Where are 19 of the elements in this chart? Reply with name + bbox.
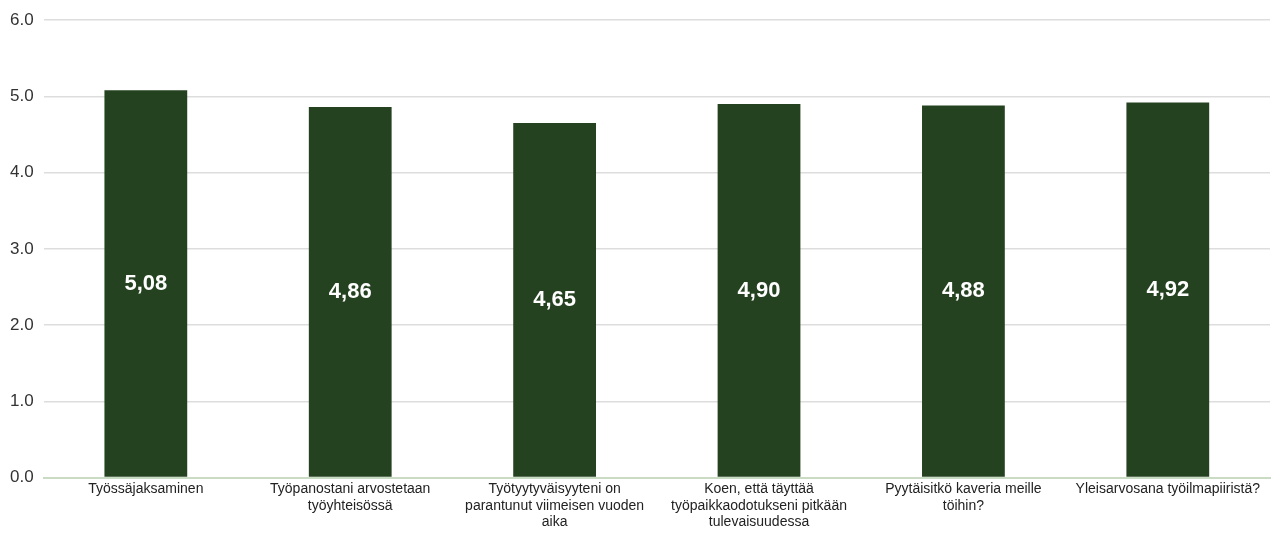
data-label: 5,08 (124, 269, 168, 295)
x-tick-label: Yleisarvosana työilmapiiristä? (1075, 479, 1261, 496)
y-tick-label: 4.0 (9, 162, 34, 182)
y-tick-label: 2.0 (9, 314, 34, 334)
data-label: 4,92 (1146, 275, 1190, 301)
x-tick-label: Pyytäisitkö kaveria meille töihin? (885, 479, 1042, 513)
x-tick-label: Koen, että täyttää työpaikkaodotukseni pitkään tulevaisuudessa (671, 479, 847, 530)
y-tick-label: 0.0 (9, 467, 34, 487)
data-label: 4,88 (941, 277, 985, 303)
y-tick-label: 6.0 (9, 9, 34, 29)
x-tick-label: Työssäjaksaminen (88, 479, 204, 496)
y-tick-label: 3.0 (9, 238, 34, 258)
data-label: 4,90 (737, 276, 781, 302)
x-tick-label: Työpanostani arvostetaan työyhteisössä (270, 479, 431, 513)
y-tick-label: 5.0 (9, 86, 34, 106)
data-label: 4,86 (328, 278, 372, 304)
x-tick-label: Työtyytyväisyyteni on parantunut viimeisen vuoden aika (465, 479, 645, 530)
y-tick-label: 1.0 (9, 391, 34, 411)
data-label: 4,65 (533, 286, 577, 312)
